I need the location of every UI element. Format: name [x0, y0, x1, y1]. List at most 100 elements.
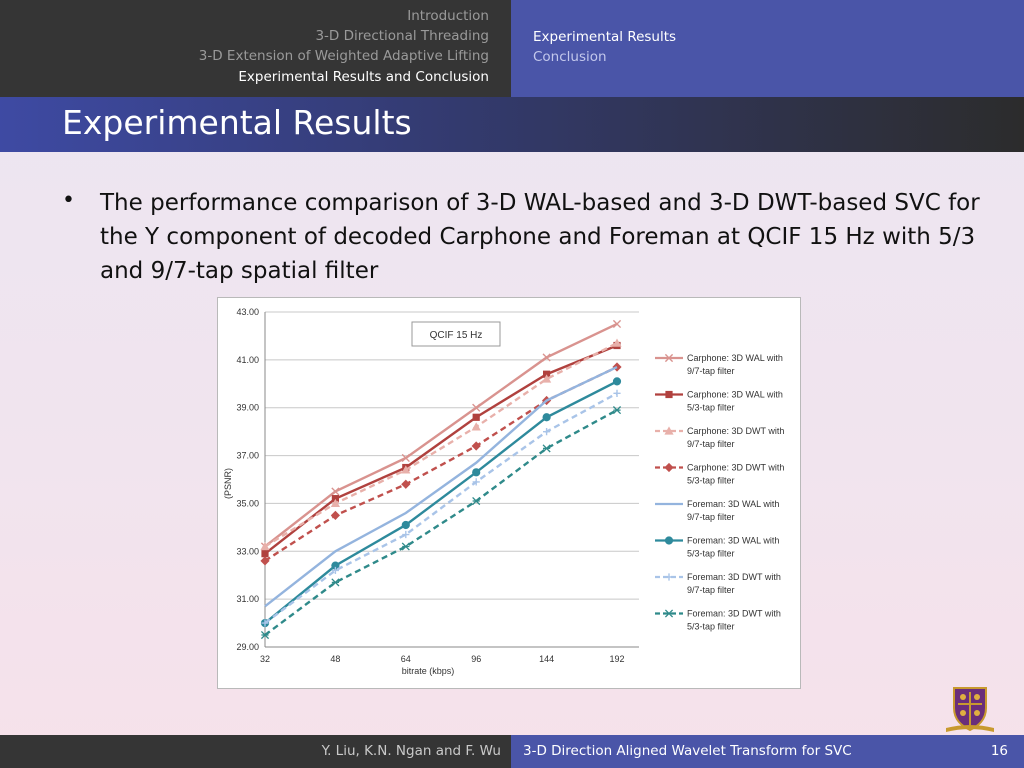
subsection-navigation: Experimental Results Conclusion	[511, 0, 1024, 97]
nav-subsection-conclusion[interactable]: Conclusion	[533, 49, 607, 65]
data-point	[401, 453, 410, 463]
data-point	[612, 319, 622, 329]
footer-left: Y. Liu, K.N. Ngan and F. Wu	[0, 735, 511, 768]
series-line-7	[264, 392, 618, 625]
data-point	[261, 550, 269, 558]
legend-label: 5/3-tap filter	[687, 622, 735, 632]
x-tick-label: 192	[609, 654, 624, 664]
legend-label: Carphone: 3D WAL with	[687, 353, 783, 363]
series-line-8	[264, 409, 618, 636]
data-point	[260, 556, 270, 566]
annotation-box	[411, 321, 501, 347]
data-point	[331, 578, 340, 587]
nav-section-weighted-adaptive-lifting[interactable]: 3-D Extension of Weighted Adaptive Lifti…	[198, 48, 489, 64]
data-point	[331, 495, 339, 503]
data-point	[330, 510, 340, 520]
y-tick-label: 33.00	[236, 546, 259, 556]
psnr-chart: 29.00 31.00 33.00 35.00 37.00 39.00 41.00 43.00…	[217, 297, 801, 689]
chart-canvas: 29.00 31.00 33.00 35.00 37.00 39.00 41.00 43.00…	[223, 307, 784, 676]
x-tick-label: 64	[401, 654, 411, 664]
footer-authors: Y. Liu, K.N. Ngan and F. Wu	[321, 743, 501, 759]
data-point	[260, 541, 270, 551]
legend-label: 9/7-tap filter	[687, 439, 735, 449]
nav-section-introduction[interactable]: Introduction	[407, 8, 489, 24]
legend-label: 5/3-tap filter	[687, 549, 735, 559]
legend-label: Carphone: 3D WAL with	[687, 390, 783, 400]
y-tick-label: 37.00	[236, 451, 259, 461]
legend-label: Carphone: 3D DWT with	[687, 426, 784, 436]
top-navigation-bar: Introduction 3-D Directional Threading 3…	[0, 0, 1024, 97]
y-tick-label: 41.00	[236, 355, 259, 365]
data-point	[612, 406, 622, 415]
x-tick-label: 96	[471, 654, 481, 664]
nav-subsection-experimental-results[interactable]: Experimental Results	[533, 29, 677, 45]
legend-marker	[664, 353, 674, 363]
data-point	[472, 496, 481, 506]
legend-label: Foreman: 3D WAL with	[687, 499, 779, 509]
data-point	[471, 422, 481, 431]
legend-marker	[665, 573, 673, 581]
y-tick-label: 39.00	[236, 403, 259, 413]
legend-label: 9/7-tap filter	[687, 366, 735, 376]
data-point	[402, 530, 410, 539]
data-point	[330, 498, 340, 508]
data-point	[331, 561, 340, 570]
series-line-5	[264, 365, 618, 608]
data-point	[543, 428, 551, 436]
footer-right: 3-D Direction Aligned Wavelet Transform …	[511, 735, 1024, 768]
x-tick-label: 32	[260, 654, 270, 664]
series-line-2	[264, 344, 618, 555]
y-axis-label: (PSNR)	[223, 468, 233, 499]
data-point	[543, 370, 551, 378]
series-line-1	[264, 322, 618, 548]
bullet-text: The performance comparison of 3-D WAL-ba…	[100, 190, 980, 284]
legend-label: 5/3-tap filter	[687, 476, 735, 486]
legend-label: Foreman: 3D WAL with	[687, 536, 779, 546]
data-point	[542, 374, 552, 383]
footer-presentation-title: 3-D Direction Aligned Wavelet Transform …	[523, 743, 852, 759]
section-navigation: Introduction 3-D Directional Threading 3…	[0, 0, 511, 97]
series-line-4	[264, 365, 618, 562]
data-point	[331, 487, 340, 496]
legend-marker	[664, 426, 674, 435]
data-point	[612, 362, 622, 372]
x-tick-label: 144	[539, 654, 554, 664]
nav-section-directional-threading[interactable]: 3-D Directional Threading	[315, 28, 489, 44]
data-point	[542, 413, 551, 422]
data-point	[260, 630, 270, 640]
legend-marker	[664, 462, 674, 473]
x-tick-label: 48	[330, 654, 340, 664]
data-point	[542, 444, 551, 453]
y-tick-label: 43.00	[236, 307, 259, 317]
annotation-label: QCIF 15 Hz	[430, 330, 483, 341]
data-point	[401, 520, 410, 530]
data-point	[612, 338, 622, 347]
data-point	[401, 479, 411, 489]
data-point	[472, 403, 481, 412]
legend-label: 9/7-tap filter	[687, 585, 735, 595]
legend-label: Carphone: 3D DWT with	[687, 463, 784, 473]
legend-marker	[664, 536, 674, 545]
series-line-3	[264, 342, 618, 548]
data-point	[472, 468, 481, 477]
data-point	[542, 353, 551, 362]
university-crest-logo	[946, 687, 994, 732]
legend-marker	[664, 609, 674, 618]
page-number: 16	[990, 743, 1008, 759]
data-point	[331, 566, 339, 575]
legend-label: 5/3-tap filter	[687, 403, 735, 413]
data-point	[471, 441, 481, 451]
nav-section-experimental-results-conclusion[interactable]: Experimental Results and Conclusion	[238, 69, 489, 85]
y-tick-label: 31.00	[236, 594, 259, 604]
legend-label: Foreman: 3D DWT with	[687, 572, 781, 582]
legend-label: 9/7-tap filter	[687, 512, 735, 522]
x-axis-label: bitrate (kbps)	[402, 666, 455, 676]
data-point	[401, 465, 411, 474]
data-point	[261, 619, 269, 627]
legend-marker	[665, 390, 673, 399]
title-bar: Experimental Results	[0, 97, 1024, 152]
data-point	[472, 478, 480, 486]
data-point	[612, 377, 622, 386]
y-tick-label: 29.00	[236, 642, 259, 652]
legend-label: Foreman: 3D DWT with	[687, 609, 781, 619]
